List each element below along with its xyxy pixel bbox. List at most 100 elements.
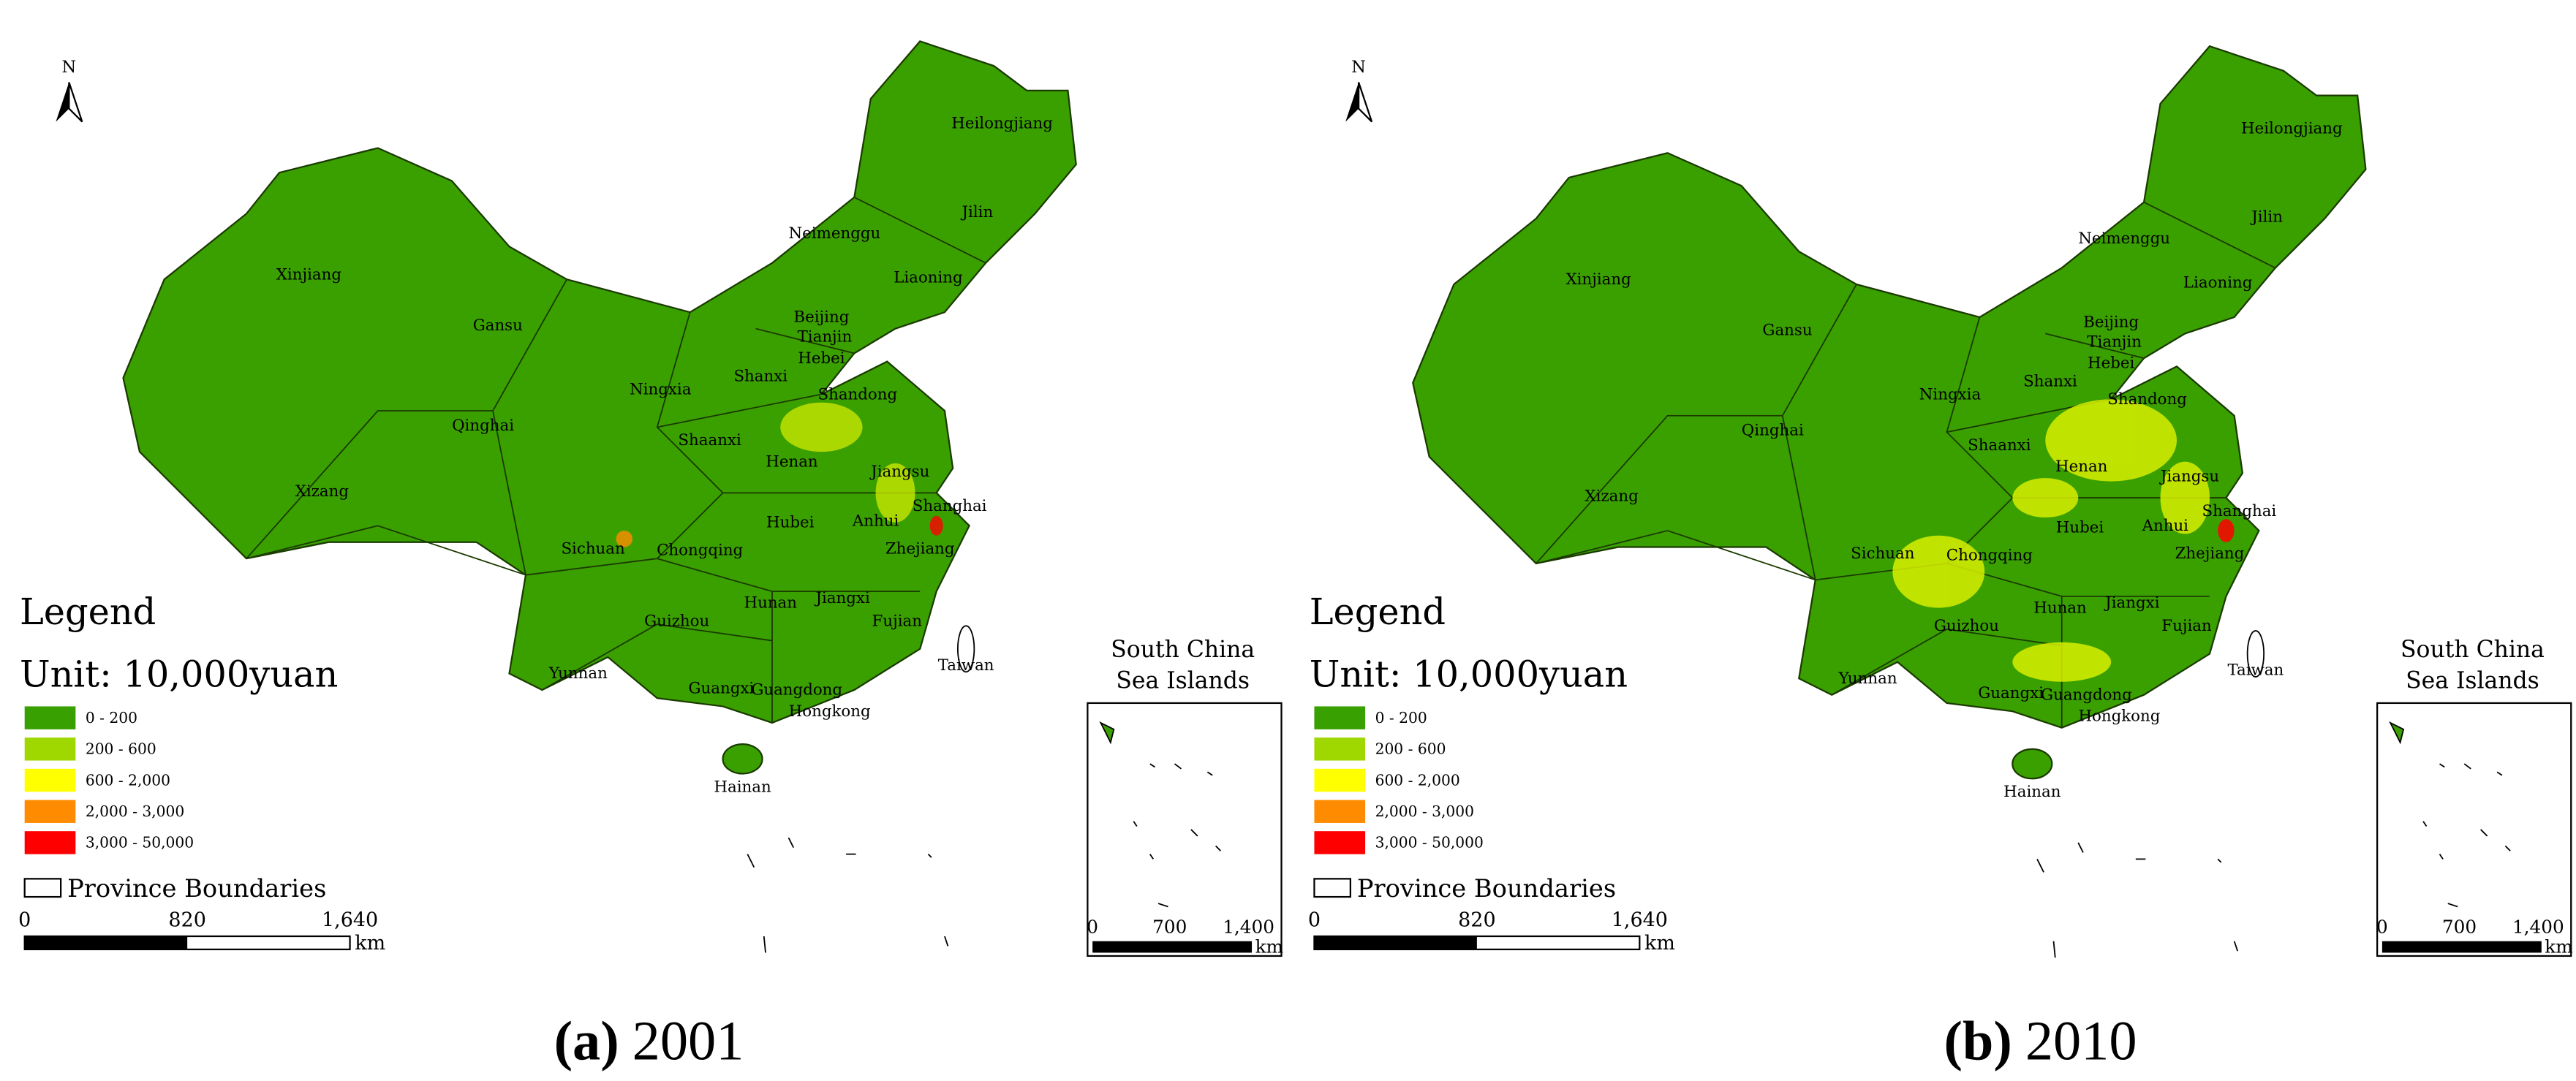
scale-label: 820 (1458, 909, 1495, 932)
inset-title: South China (2401, 637, 2545, 663)
legend-label: 200 - 600 (86, 740, 156, 758)
province-label: Xizang (295, 482, 350, 501)
province-label: Guangxi (688, 679, 754, 697)
province-label: Taiwan (2227, 661, 2284, 680)
province-label: Tianjin (2087, 333, 2142, 351)
scale-unit: km (1644, 932, 1675, 955)
legend-swatch (24, 706, 76, 729)
province-label: Hainan (2003, 783, 2061, 801)
province-label: Heilongjiang (2241, 119, 2343, 137)
legend-label: 3,000 - 50,000 (86, 834, 194, 851)
caption: (a) 2001 (554, 1009, 744, 1071)
province-label: Zhejiang (885, 539, 955, 558)
province-label: Gansu (1762, 322, 1812, 340)
scale-unit: km (355, 932, 385, 955)
boundary-swatch (1313, 878, 1352, 898)
province-label: Qinghai (452, 417, 514, 435)
legend-label: 0 - 200 (1375, 709, 1427, 727)
province-label: Zhejiang (2175, 545, 2245, 563)
legend-title: Legend (20, 591, 156, 633)
province-label: Sichuan (1851, 545, 1915, 563)
north-arrow (1345, 82, 1359, 122)
province-label: Sichuan (561, 539, 625, 558)
map-b (1412, 45, 2367, 959)
legend-unit: Unit: 10,000yuan (20, 653, 338, 695)
north-arrow (56, 82, 69, 122)
province-label: Shanxi (733, 368, 787, 386)
province-label: Guangdong (751, 681, 842, 699)
panel: N Heilongjiang Jilin Liaoning Neimenggu Xinji… (18, 58, 1283, 957)
legend-label: 0 - 200 (86, 709, 137, 727)
province-label: Ningxia (1919, 385, 1982, 403)
inset-scale-label: 1,400 (2512, 916, 2564, 937)
boundary-label: Province Boundaries (1357, 874, 1616, 903)
province-label: Shandong (2107, 390, 2187, 409)
province-label: Hebei (798, 349, 845, 368)
inset-scale-unit: km (1255, 936, 1283, 957)
inset-frame (1087, 702, 1283, 957)
inset-scale-bar (2382, 941, 2542, 953)
scale-bar (24, 936, 188, 949)
north-arrow (1357, 82, 1373, 123)
province-label: Jiangxi (814, 589, 870, 607)
province-label: Hubei (766, 514, 815, 532)
legend-swatch (1314, 768, 1366, 792)
boundary-swatch (23, 878, 62, 898)
caption-letter: (a) (554, 1009, 619, 1071)
legend-label: 600 - 2,000 (86, 771, 170, 789)
legend-label: 2,000 - 3,000 (86, 803, 184, 820)
province-label: Shanghai (2202, 502, 2277, 520)
province-label: Gansu (473, 316, 523, 335)
province-label: Beijing (793, 308, 849, 327)
province-label: Jiangsu (869, 463, 929, 481)
province-label: Shanghai (913, 497, 987, 515)
province-label: Xinjiang (276, 265, 342, 284)
north-label: N (62, 58, 77, 77)
legend-swatch (1314, 831, 1366, 854)
province-label: Henan (766, 452, 818, 471)
province-label: Guangdong (2041, 686, 2132, 704)
scale-bar (1314, 936, 1477, 949)
boundary-label: Province Boundaries (67, 874, 326, 903)
province-label: Shanxi (2023, 372, 2077, 390)
province-label: Guizhou (644, 612, 709, 630)
map-a (122, 40, 1077, 954)
province-label: Hebei (2088, 354, 2134, 373)
inset-title: South China (1111, 637, 1255, 663)
province-label: Hubei (2056, 518, 2104, 536)
province-label: Henan (2055, 458, 2108, 476)
province-label: Jilin (960, 203, 993, 221)
province-label: Anhui (2142, 517, 2189, 535)
province-label: Jiangxi (2104, 594, 2160, 612)
province-label: Guangxi (1978, 684, 2044, 702)
province-label: Neimenggu (789, 224, 881, 243)
legend-unit: Unit: 10,000yuan (1310, 653, 1628, 695)
province-label: Anhui (852, 512, 899, 530)
province-label: Tianjin (798, 328, 853, 346)
legend-swatch (24, 737, 76, 761)
legend-swatch (1314, 706, 1366, 729)
scale-label: 0 (1308, 909, 1321, 932)
province-label: Fujian (2161, 617, 2212, 635)
province-label: Hongkong (2078, 708, 2160, 726)
province-label: Fujian (872, 612, 923, 630)
province-label: Shaanxi (1968, 436, 2031, 455)
legend-swatch (24, 800, 76, 823)
inset-islands (2389, 721, 2511, 908)
legend-label: 600 - 2,000 (1375, 771, 1460, 789)
province-label: Liaoning (894, 269, 963, 287)
north-arrow (68, 82, 83, 123)
province-label: Shaanxi (678, 431, 741, 450)
inset-title: Sea Islands (2406, 668, 2539, 694)
province-label: Guizhou (1934, 617, 1999, 635)
legend-label: 3,000 - 50,000 (1375, 834, 1484, 851)
inset-frame (2376, 702, 2572, 957)
province-label: Neimenggu (2078, 230, 2170, 248)
scale-label: 820 (168, 909, 205, 932)
inset-scale-label: 700 (1152, 916, 1187, 937)
legend-label: 200 - 600 (1375, 740, 1446, 758)
province-label: Xizang (1584, 488, 1639, 506)
province-label: Shandong (817, 385, 897, 403)
